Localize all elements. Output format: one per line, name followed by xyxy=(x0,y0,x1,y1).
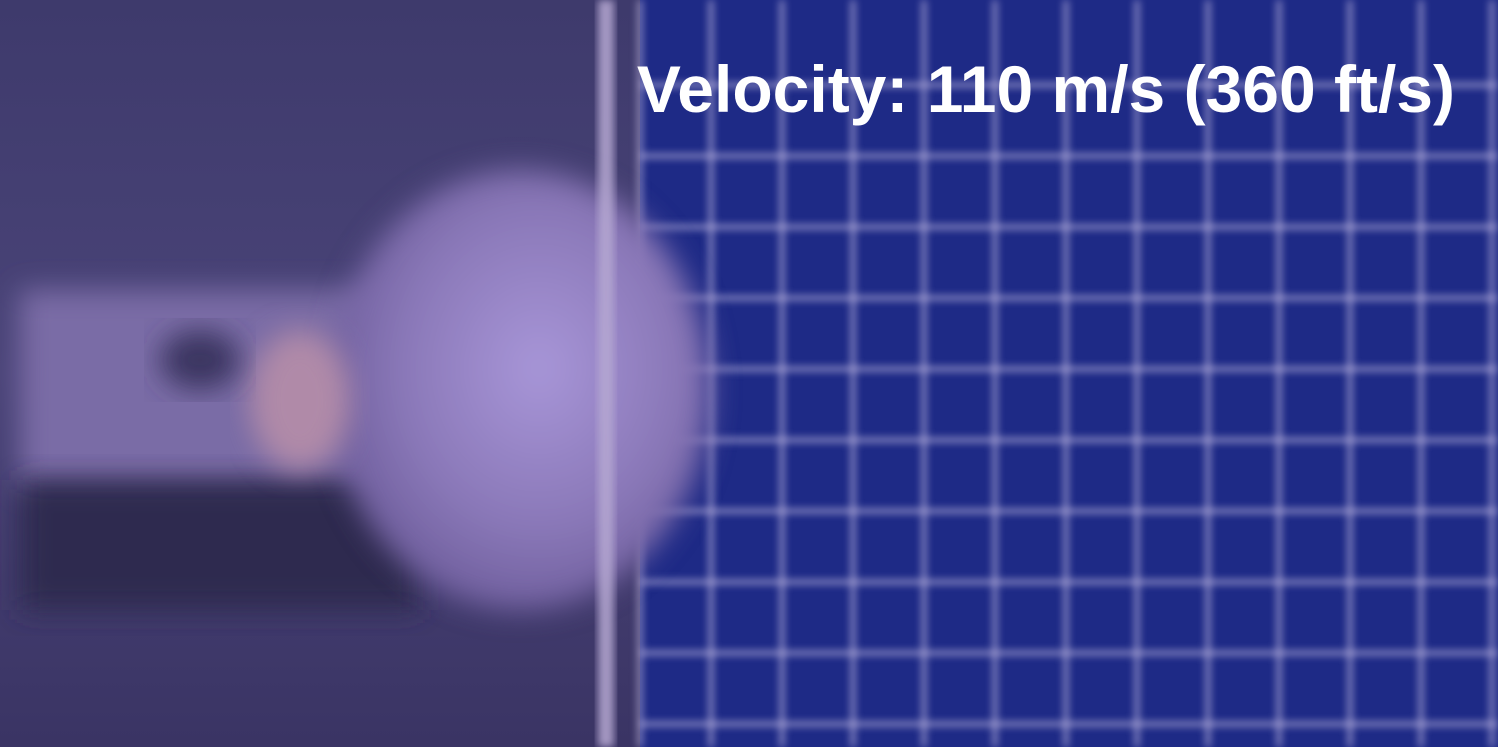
impact-flash xyxy=(250,330,350,470)
impact-plume xyxy=(330,170,710,610)
caption: Velocity: 110 m/s (360 ft/s) xyxy=(637,52,1455,126)
dark-spot xyxy=(160,330,240,390)
video-frame: Velocity: 110 m/s (360 ft/s) xyxy=(0,0,1498,747)
page: {"caption": "Velocity: 110 m/s (360 ft/s… xyxy=(0,0,1498,747)
frame-edge xyxy=(598,0,614,747)
